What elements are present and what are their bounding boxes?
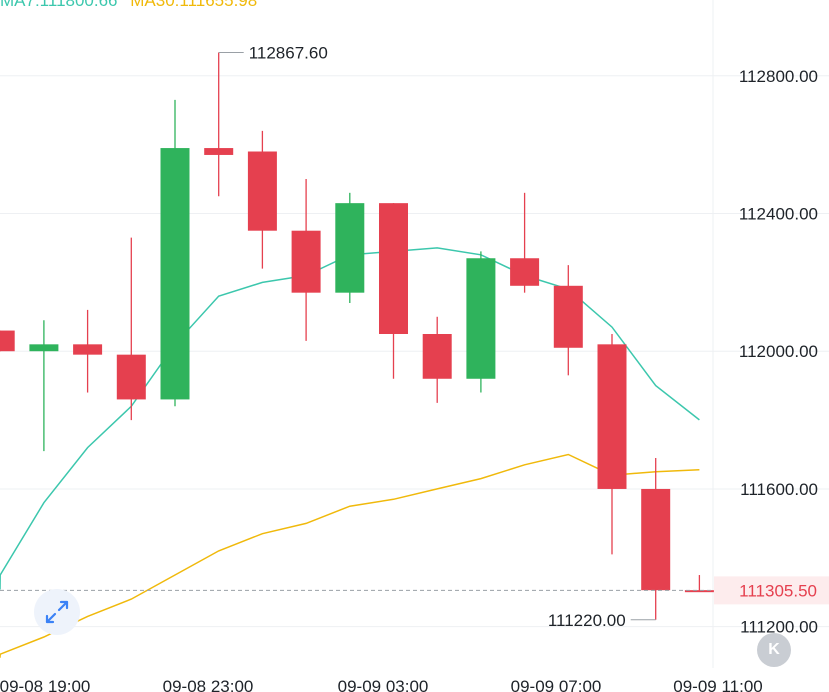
candle [73,309,103,393]
candle-body [160,148,190,400]
ma7-legend-label: MA7:111800.66 [0,0,118,10]
y-tick-label: 111600.00 [740,480,818,499]
y-tick-label: 112400.00 [739,204,818,223]
candle [335,192,365,304]
candle-body [641,488,671,591]
candle [379,203,408,379]
candle-body [247,151,277,231]
last-price-layer: 111305.50 [0,576,829,605]
candle-body [73,344,103,355]
ma-legend: MA7:111800.66 MA30:111655.98 [0,0,265,11]
ma30-line [0,453,700,658]
candle-body [335,203,365,293]
moving-average-layer [0,247,700,658]
candle [291,179,321,341]
last-price-label: 111305.50 [739,581,817,600]
candle-body [379,203,408,334]
candle [160,99,190,407]
candle [247,130,277,269]
x-tick-label: 09-08 23:00 [163,677,254,692]
candle-body [553,285,583,348]
candle [684,575,714,593]
high-marker-label: 112867.60 [249,43,328,62]
candles-layer [0,52,714,620]
y-tick-label: 111200.00 [740,618,818,637]
candle-body [466,258,496,379]
candle [597,334,627,555]
grid-layer [0,75,829,628]
candle [510,192,540,293]
low-marker-label: 111220.00 [548,611,626,630]
x-tick-label: 09-09 03:00 [338,677,429,692]
candle [466,251,496,393]
candle [641,457,671,620]
candle-body [597,344,627,489]
candle-body [29,344,59,352]
y-tick-label: 112800.00 [739,67,818,86]
candle-body [291,230,321,293]
x-tick-label: 09-09 07:00 [511,677,602,692]
k-line-toggle-button[interactable]: K [757,633,791,667]
x-axis-labels: 09-08 19:00 09-08 23:00 09-09 03:00 09-09 0… [0,677,763,692]
candle-body [204,148,234,155]
ma30-legend-label: MA30:111655.98 [130,0,258,10]
expand-chart-button[interactable] [34,589,80,635]
last-price-tag [714,576,829,605]
y-tick-label: 112000.00 [739,342,818,361]
candle-body [422,334,452,379]
candle-body [510,258,540,286]
candle [0,330,15,352]
candle [422,316,452,403]
candle-body [684,590,714,593]
candle [29,320,59,452]
y-axis-labels: 112800.00 112400.00 112000.00 111600.00 1112… [739,67,818,637]
candle-body [116,354,146,400]
high-low-markers: 112867.60 111220.00 [218,43,656,630]
candle [553,265,583,376]
x-tick-label: 09-09 11:00 [673,677,762,692]
candle [204,52,234,197]
expand-arrows-icon [45,600,69,624]
candle-body [0,330,15,352]
k-button-label: K [768,641,780,658]
candle [116,237,146,421]
x-tick-label: 09-08 19:00 [0,677,90,692]
